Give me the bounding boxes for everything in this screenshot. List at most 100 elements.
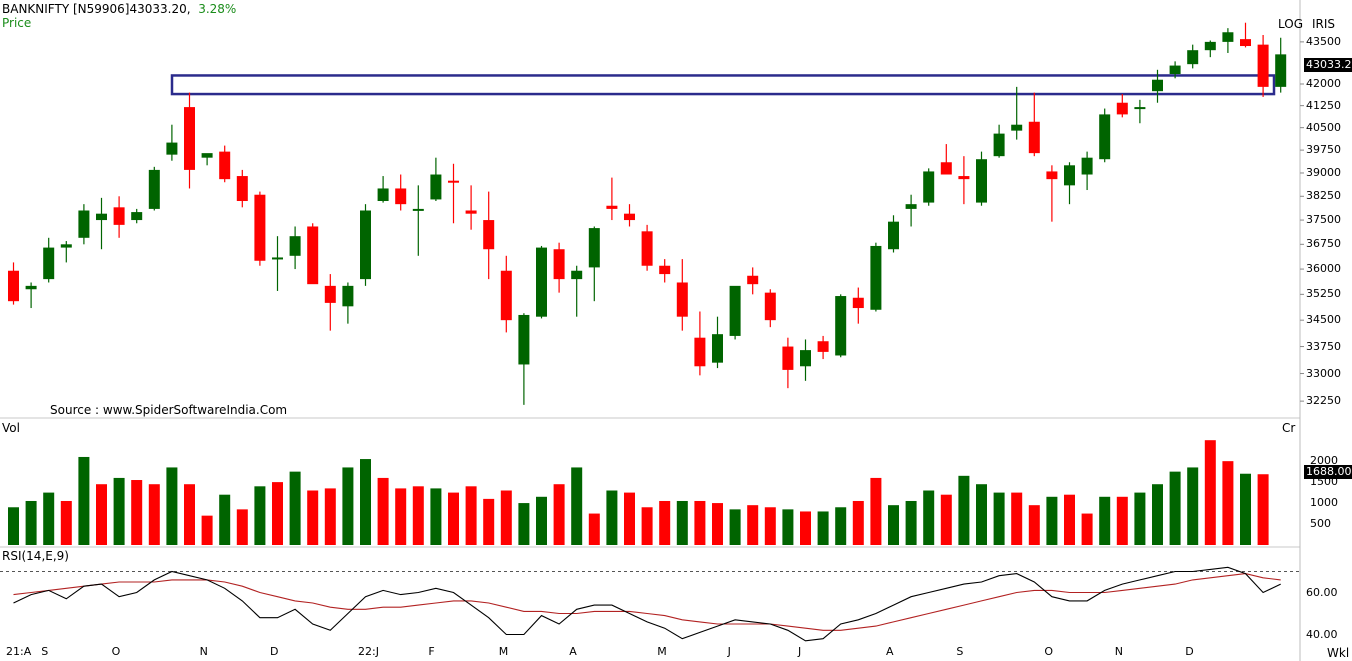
volume-tick-label: 500 bbox=[1310, 517, 1331, 531]
volume-bar bbox=[747, 505, 759, 545]
volume-bar bbox=[518, 503, 530, 545]
volume-bar bbox=[958, 475, 970, 545]
candle-body bbox=[324, 285, 336, 303]
volume-bar bbox=[307, 490, 319, 545]
volume-bar bbox=[96, 484, 107, 545]
price-tick-label: 34500 bbox=[1306, 313, 1341, 327]
volume-bar bbox=[113, 477, 125, 545]
volume-bar bbox=[1222, 461, 1234, 545]
candle-body bbox=[166, 142, 178, 155]
month-label: M bbox=[498, 645, 509, 658]
candle-body bbox=[412, 208, 424, 211]
month-label: J bbox=[727, 645, 731, 658]
candle-body bbox=[588, 228, 600, 268]
volume-bar bbox=[800, 511, 811, 545]
candle-body bbox=[1257, 44, 1269, 87]
month-label: A bbox=[886, 645, 894, 658]
volume-bar bbox=[483, 498, 495, 545]
candle-body bbox=[1169, 65, 1181, 75]
month-label: N bbox=[1114, 645, 1124, 658]
weekly-period-button[interactable]: Wkl bbox=[1327, 646, 1350, 660]
month-label: D bbox=[1185, 645, 1194, 658]
candle-body bbox=[518, 314, 530, 365]
volume-bar bbox=[1240, 473, 1251, 545]
candle-body bbox=[60, 244, 72, 248]
rsi-signal-line bbox=[13, 573, 1281, 631]
volume-bar bbox=[606, 490, 618, 545]
volume-bar bbox=[184, 484, 195, 545]
candle-body bbox=[624, 213, 635, 221]
volume-bar bbox=[1011, 492, 1023, 545]
candle-body bbox=[342, 285, 354, 307]
rsi-tick-label: 60.00 bbox=[1306, 585, 1338, 599]
volume-bar bbox=[905, 500, 917, 545]
candle-body bbox=[8, 270, 19, 302]
volume-bar bbox=[817, 511, 829, 545]
candle-body bbox=[483, 220, 495, 250]
candle-body bbox=[289, 236, 301, 256]
source-text: Source : www.SpiderSoftwareIndia.Com bbox=[50, 403, 288, 417]
month-label: 22:J bbox=[358, 645, 379, 658]
volume-bar bbox=[676, 500, 688, 545]
volume-bar bbox=[219, 494, 231, 545]
volume-bar bbox=[1116, 496, 1128, 545]
candle-body bbox=[958, 176, 970, 180]
candle-body bbox=[1134, 107, 1146, 110]
volume-bar bbox=[1204, 440, 1216, 545]
volume-bar bbox=[835, 507, 847, 545]
volume-bar bbox=[1046, 496, 1058, 545]
price-tick-label: 41250 bbox=[1306, 98, 1341, 112]
candle-body bbox=[78, 210, 90, 238]
candle-body bbox=[448, 180, 459, 183]
month-label: D bbox=[270, 645, 279, 658]
price-tick-label: 36000 bbox=[1306, 262, 1341, 276]
volume-bar bbox=[254, 486, 266, 545]
volume-bar bbox=[412, 486, 424, 545]
volume-bar bbox=[993, 492, 1005, 545]
candle-body bbox=[1240, 39, 1251, 47]
log-scale-button[interactable]: LOG bbox=[1278, 17, 1304, 31]
candle-body bbox=[201, 153, 213, 158]
volume-bar bbox=[1028, 505, 1040, 545]
candle-body bbox=[800, 350, 811, 367]
candle-body bbox=[905, 204, 917, 209]
volume-tick-label: 1000 bbox=[1310, 496, 1338, 510]
symbol-label: BANKNIFTY [N59906] bbox=[2, 2, 130, 16]
candle-body bbox=[729, 285, 741, 336]
price-tick-label: 39000 bbox=[1306, 165, 1341, 179]
month-label: M bbox=[657, 645, 667, 658]
volume-tick-label: 2000 bbox=[1310, 454, 1338, 468]
price-tick-label: 32250 bbox=[1306, 394, 1341, 408]
price-tick-label: 33750 bbox=[1306, 339, 1341, 353]
candle-body bbox=[500, 270, 512, 321]
candle-body bbox=[272, 257, 283, 260]
candle-body bbox=[641, 231, 653, 266]
chart-title: BANKNIFTY [N59906]43033.20, 3.28% bbox=[2, 2, 236, 16]
volume-bar bbox=[148, 484, 160, 545]
volume-bar bbox=[272, 482, 283, 545]
candle-body bbox=[430, 174, 442, 200]
volume-bar bbox=[553, 484, 565, 545]
volume-bar bbox=[78, 456, 90, 545]
volume-unit-label: Cr bbox=[1282, 421, 1296, 435]
candle-body bbox=[1204, 41, 1216, 51]
volume-bar bbox=[659, 500, 671, 545]
candle-body bbox=[1011, 124, 1023, 131]
volume-bar bbox=[131, 480, 143, 545]
volume-bar bbox=[729, 509, 741, 545]
volume-bar bbox=[870, 477, 882, 545]
price-tick-label: 38250 bbox=[1306, 189, 1341, 203]
month-label: S bbox=[41, 645, 49, 658]
volume-bar bbox=[1187, 467, 1199, 545]
volume-bar bbox=[342, 467, 354, 545]
volume-bar bbox=[1257, 474, 1269, 545]
candle-body bbox=[659, 265, 671, 275]
candle-body bbox=[43, 247, 55, 280]
price-tick-label: 37500 bbox=[1306, 213, 1341, 227]
iris-button[interactable]: IRIS bbox=[1312, 17, 1336, 31]
volume-bar bbox=[166, 467, 178, 545]
volume-bar bbox=[377, 477, 389, 545]
price-tick-label: 39750 bbox=[1306, 143, 1341, 157]
chart-grid bbox=[0, 0, 1304, 661]
